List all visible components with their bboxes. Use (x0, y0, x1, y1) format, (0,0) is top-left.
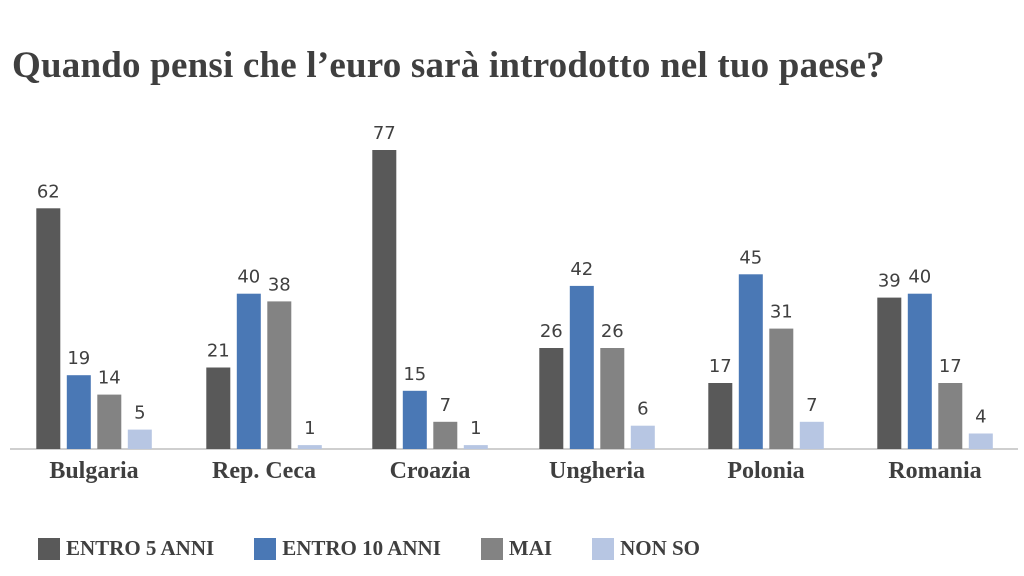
bar-croazia-entro-10-anni (402, 390, 427, 449)
bar-bulgaria-entro-5-anni (36, 208, 61, 449)
bar-rep-ceca-non-so (297, 445, 322, 449)
legend-item: MAI (480, 536, 553, 561)
bar-romania-entro-10-anni (907, 293, 932, 449)
data-label: 7 (440, 395, 451, 416)
bar-polonia-mai (769, 328, 794, 449)
data-label: 7 (806, 395, 817, 416)
bar-rep-ceca-entro-5-anni (206, 367, 231, 449)
bar-ungheria-non-so (630, 425, 655, 449)
category-label: Ungheria (549, 458, 645, 484)
bar-croazia-entro-5-anni (372, 150, 397, 449)
legend-label: ENTRO 5 ANNI (66, 536, 215, 560)
legend-label: MAI (508, 536, 553, 560)
data-label: 19 (67, 348, 90, 369)
data-label: 1 (470, 418, 481, 439)
data-label: 39 (878, 271, 901, 292)
data-label: 6 (637, 399, 648, 420)
bar-rep-ceca-entro-10-anni (236, 293, 261, 449)
legend-item: NON SO (592, 536, 700, 561)
bar-ungheria-mai (600, 348, 625, 449)
bar-bulgaria-mai (97, 394, 122, 449)
data-label: 77 (373, 123, 396, 144)
bar-bulgaria-entro-10-anni (66, 375, 91, 449)
bar-rep-ceca-mai (267, 301, 292, 449)
legend-swatch (254, 537, 277, 560)
bar-polonia-entro-10-anni (738, 274, 763, 449)
legend-item: ENTRO 5 ANNI (38, 536, 214, 561)
data-label: 38 (268, 274, 291, 295)
category-label: Romania (888, 458, 981, 484)
data-label: 40 (237, 267, 260, 288)
data-label: 26 (601, 321, 624, 342)
bar-ungheria-entro-5-anni (539, 348, 564, 449)
data-label: 62 (37, 181, 60, 202)
bar-polonia-non-so (799, 421, 824, 449)
bar-croazia-non-so (463, 445, 488, 449)
category-label: Rep. Ceca (212, 458, 316, 484)
data-label: 45 (739, 247, 762, 268)
bar-bulgaria-non-so (127, 429, 152, 449)
category-label: Croazia (390, 458, 471, 484)
legend-item: ENTRO 10 ANNI (254, 536, 441, 561)
data-label: 40 (908, 267, 931, 288)
data-label: 4 (975, 407, 986, 428)
data-label: 14 (98, 368, 121, 389)
legend: ENTRO 5 ANNI ENTRO 10 ANNI MAI NON SO (38, 536, 740, 561)
bar-romania-non-so (968, 433, 993, 449)
bar-romania-entro-5-anni (877, 297, 902, 449)
category-label: Polonia (727, 458, 804, 484)
data-label: 42 (570, 259, 593, 280)
legend-swatch (592, 537, 615, 560)
data-label: 1 (304, 418, 315, 439)
data-label: 15 (403, 364, 426, 385)
data-label: 21 (207, 341, 230, 362)
legend-swatch (480, 537, 503, 560)
bar-ungheria-entro-10-anni (569, 285, 594, 449)
data-label: 17 (939, 356, 962, 377)
legend-swatch (38, 537, 60, 560)
data-label: 31 (770, 302, 793, 323)
chart-title: Quando pensi che l’euro sarà introdotto … (12, 45, 885, 86)
legend-label: NON SO (620, 536, 701, 560)
data-label: 17 (709, 356, 732, 377)
data-label: 5 (134, 403, 145, 424)
data-label: 26 (540, 321, 563, 342)
bar-croazia-mai (433, 421, 458, 449)
bar-polonia-entro-5-anni (708, 383, 733, 449)
bar-romania-mai (938, 383, 963, 449)
legend-label: ENTRO 10 ANNI (282, 536, 441, 560)
category-label: Bulgaria (49, 458, 138, 484)
